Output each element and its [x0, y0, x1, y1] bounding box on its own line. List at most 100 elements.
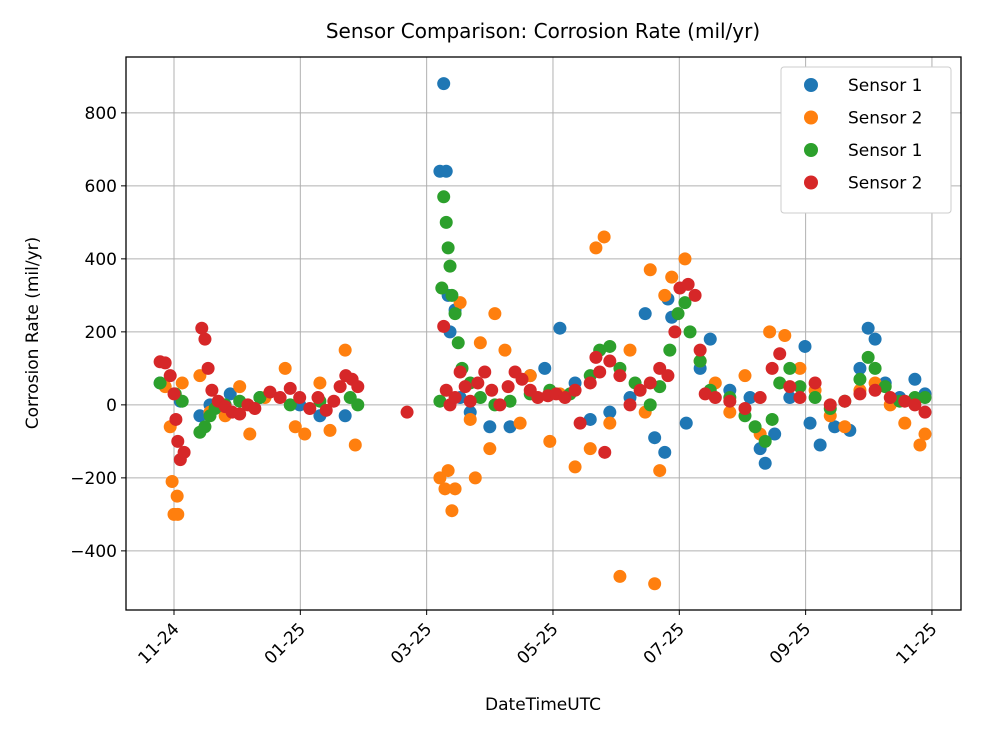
data-point	[437, 77, 451, 91]
x-tick-label: 03-25	[387, 619, 436, 668]
data-point	[471, 376, 485, 390]
data-point	[313, 376, 327, 390]
data-point	[633, 383, 647, 397]
data-point	[868, 332, 882, 346]
data-point	[597, 230, 611, 244]
data-point	[443, 259, 457, 273]
data-point	[303, 402, 317, 416]
x-tick-label: 11-24	[134, 619, 183, 668]
data-point	[808, 376, 822, 390]
data-point	[861, 321, 875, 335]
data-point	[503, 394, 517, 408]
data-point	[683, 325, 697, 339]
data-point	[603, 354, 617, 368]
data-point	[288, 420, 302, 434]
data-point	[778, 329, 792, 343]
data-point	[828, 420, 842, 434]
data-point	[167, 387, 181, 401]
data-point	[693, 354, 707, 368]
data-point	[763, 325, 777, 339]
data-point	[658, 445, 672, 459]
data-point	[593, 365, 607, 379]
data-point	[665, 270, 679, 284]
legend-label: Sensor 2	[848, 174, 923, 194]
data-point	[435, 281, 449, 295]
data-point	[793, 391, 807, 405]
x-tick-label: 09-25	[766, 619, 815, 668]
data-point	[463, 394, 477, 408]
data-point	[278, 361, 292, 375]
data-point	[861, 350, 875, 364]
data-point	[878, 380, 892, 394]
data-point	[623, 398, 637, 412]
data-point	[451, 336, 465, 350]
data-point	[273, 391, 287, 405]
data-point	[439, 215, 453, 229]
data-point	[175, 376, 189, 390]
y-tick-label: −200	[70, 469, 117, 489]
data-point	[679, 416, 693, 430]
data-point	[283, 381, 297, 395]
data-point	[798, 339, 812, 353]
data-point	[198, 332, 212, 346]
data-point	[488, 307, 502, 321]
data-point	[438, 482, 452, 496]
data-point	[558, 391, 572, 405]
data-point	[493, 398, 507, 412]
data-point	[661, 369, 675, 383]
data-point	[838, 420, 852, 434]
data-point	[568, 460, 582, 474]
data-point	[723, 405, 737, 419]
legend-marker	[804, 110, 818, 125]
marks	[153, 77, 932, 591]
data-point	[678, 252, 692, 266]
data-point	[738, 369, 752, 383]
data-point	[768, 427, 782, 441]
data-point	[773, 376, 787, 390]
data-point	[765, 412, 779, 426]
data-point	[437, 319, 451, 333]
data-point	[323, 423, 337, 437]
data-point	[868, 361, 882, 375]
data-point	[573, 416, 587, 430]
data-point	[668, 325, 682, 339]
data-point	[473, 336, 487, 350]
x-tick-label: 05-25	[513, 619, 562, 668]
data-point	[170, 489, 184, 503]
data-point	[568, 383, 582, 397]
data-point	[485, 383, 499, 397]
legend-label: Sensor 1	[848, 141, 923, 161]
y-tick-label: 0	[106, 396, 117, 416]
y-tick-label: 800	[85, 104, 117, 124]
data-point	[838, 394, 852, 408]
x-tick-label: 11-25	[892, 619, 941, 668]
data-point	[503, 420, 517, 434]
data-point	[501, 380, 515, 394]
data-point	[681, 277, 695, 291]
data-point	[765, 361, 779, 375]
data-point	[515, 372, 529, 386]
data-point	[543, 434, 557, 448]
data-point	[333, 380, 347, 394]
data-point	[327, 394, 341, 408]
data-point	[678, 296, 692, 310]
data-point	[743, 391, 757, 405]
data-point	[400, 405, 414, 419]
data-point	[338, 409, 352, 423]
data-point	[298, 427, 312, 441]
data-point	[783, 361, 797, 375]
data-point	[643, 263, 657, 277]
data-point	[233, 380, 247, 394]
data-point	[351, 398, 365, 412]
data-point	[853, 361, 867, 375]
data-point	[698, 387, 712, 401]
data-point	[433, 394, 447, 408]
data-point	[351, 380, 365, 394]
data-point	[658, 288, 672, 302]
x-tick-label: 07-25	[640, 619, 689, 668]
data-point	[338, 343, 352, 357]
data-point	[195, 321, 209, 335]
data-point	[643, 398, 657, 412]
